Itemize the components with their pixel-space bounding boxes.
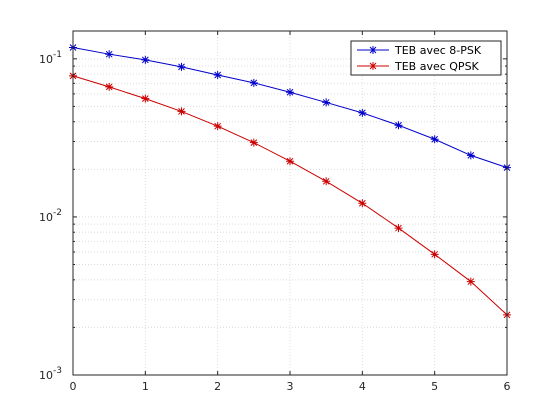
legend-marker-1 <box>369 62 377 70</box>
data-point <box>141 55 150 64</box>
x-tick-label: 1 <box>142 380 149 393</box>
y-tick-label-base: 10 <box>39 369 53 382</box>
legend-label-0: TEB avec 8-PSK <box>394 44 482 57</box>
data-point <box>358 199 367 208</box>
data-point <box>286 88 294 97</box>
data-point <box>249 138 258 147</box>
star-marker-path <box>358 108 367 117</box>
star-marker-path <box>141 55 150 64</box>
star-marker-path <box>213 122 222 131</box>
star-marker-path <box>105 50 114 59</box>
data-point <box>358 108 367 117</box>
x-tick-label: 3 <box>287 380 294 393</box>
y-tick-label-exponent: -2 <box>53 208 62 218</box>
data-point <box>213 71 222 80</box>
legend-marker-0 <box>369 46 377 54</box>
star-marker-path <box>430 250 439 259</box>
star-marker-path <box>369 46 377 54</box>
x-tick-label: 4 <box>359 380 366 393</box>
star-marker-path <box>177 107 186 116</box>
star-marker-path <box>105 82 114 91</box>
data-point <box>141 94 150 103</box>
y-tick-label-exponent: -1 <box>53 50 62 60</box>
x-tick-label: 0 <box>70 380 77 393</box>
data-point <box>430 250 439 259</box>
data-point <box>286 157 294 166</box>
legend-box <box>350 40 502 76</box>
star-marker-path <box>466 277 475 286</box>
star-marker-path <box>249 78 258 87</box>
data-point <box>430 135 439 144</box>
data-point <box>322 98 331 107</box>
star-marker-path <box>249 138 258 147</box>
star-marker-path <box>369 62 377 70</box>
data-point <box>177 62 186 71</box>
star-marker-path <box>322 177 331 186</box>
star-marker-path <box>394 121 403 130</box>
star-marker-path <box>358 199 367 208</box>
y-tick-label-base: 10 <box>39 53 53 66</box>
data-point <box>177 107 186 116</box>
x-tick-label: 2 <box>214 380 221 393</box>
data-point <box>466 151 475 160</box>
star-marker-path <box>430 135 439 144</box>
star-marker-path <box>141 94 150 103</box>
star-marker-path <box>322 98 331 107</box>
x-tick-label: 5 <box>431 380 438 393</box>
y-tick-label-exponent: -3 <box>53 366 62 376</box>
data-point <box>213 122 222 131</box>
data-point <box>394 224 403 233</box>
ticks: 0 1 2 3 4 5 610-110-210-3 <box>39 31 511 393</box>
data-point <box>394 121 403 130</box>
star-marker-path <box>394 224 403 233</box>
data-point <box>105 82 114 91</box>
y-tick-label-base: 10 <box>39 211 53 224</box>
data-point <box>322 177 331 186</box>
star-marker-path <box>466 151 475 160</box>
data-point <box>105 50 114 59</box>
legend-label-1: TEB avec QPSK <box>394 60 480 73</box>
data-point <box>249 78 258 87</box>
star-marker-path <box>213 71 222 80</box>
legend: TEB avec 8-PSK TEB avec QPSK <box>350 40 502 76</box>
star-marker-path <box>286 88 294 97</box>
x-tick-label: 6 <box>504 380 511 393</box>
star-marker-path <box>177 62 186 71</box>
data-point <box>466 277 475 286</box>
star-marker-path <box>286 157 294 166</box>
